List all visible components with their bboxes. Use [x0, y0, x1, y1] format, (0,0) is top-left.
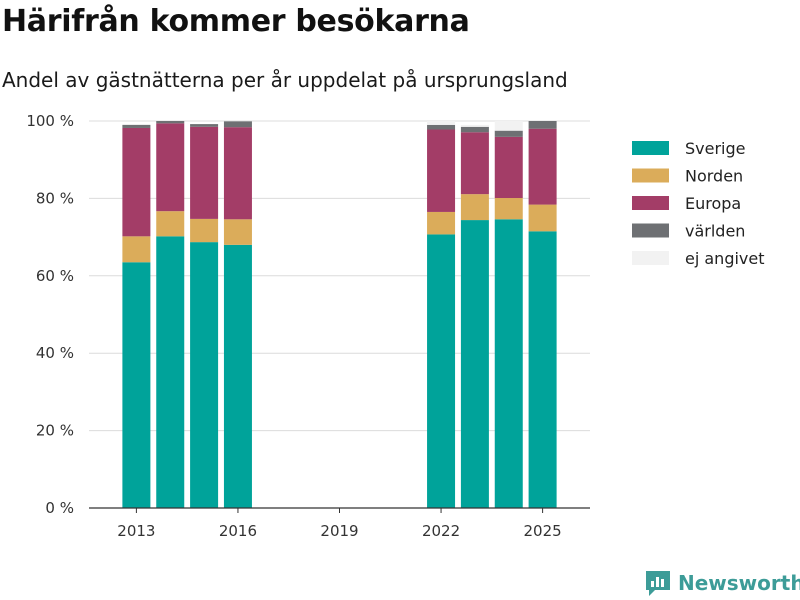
- bar-segment: [156, 123, 185, 212]
- x-tick-label: 2016: [219, 522, 257, 540]
- legend-swatch: [632, 196, 669, 210]
- bar-segment: [223, 127, 252, 220]
- bar-segment: [494, 198, 523, 220]
- bar-segment: [122, 127, 151, 237]
- bar-segment: [427, 211, 456, 235]
- bar-segment: [528, 204, 557, 232]
- bar-segment: [494, 130, 523, 137]
- bar-segment: [528, 231, 557, 509]
- chart-title: Härifrån kommer besökarna: [2, 4, 470, 39]
- legend-swatch: [632, 141, 669, 155]
- x-tick-label: 2025: [524, 522, 562, 540]
- bar-segment: [122, 236, 151, 263]
- x-tick-label: 2019: [320, 522, 358, 540]
- legend-label: världen: [685, 222, 745, 241]
- bar-segment: [427, 129, 456, 212]
- bar-segment: [223, 219, 252, 245]
- y-tick-label: 60 %: [36, 267, 74, 285]
- bar-segment: [190, 126, 219, 219]
- bar-segment: [460, 126, 489, 133]
- bar-segment: [156, 236, 185, 509]
- bar-segment: [460, 124, 489, 127]
- x-tick-label: 2022: [422, 522, 460, 540]
- bar-segment: [460, 220, 489, 508]
- bar-segment: [427, 124, 456, 130]
- bars: [122, 121, 557, 509]
- legend-label: ej angivet: [685, 249, 765, 268]
- legend-label: Europa: [685, 194, 741, 213]
- bar-segment: [190, 242, 219, 509]
- bar-segment: [494, 121, 523, 131]
- y-tick-label: 100 %: [26, 112, 74, 130]
- y-tick-label: 20 %: [36, 422, 74, 440]
- bar-segment: [190, 218, 219, 243]
- bar-segment: [494, 219, 523, 508]
- legend-swatch: [632, 223, 669, 238]
- bar-segment: [190, 124, 219, 127]
- bar-segment: [494, 136, 523, 199]
- legend-label: Norden: [685, 167, 743, 186]
- bar-segment: [460, 194, 489, 221]
- bar-segment: [460, 132, 489, 195]
- brand-name: Newsworthy: [678, 571, 800, 595]
- axes: 0 % 20 % 40 % 60 % 80 % 100 % 2013 2016 2019 2022…: [26, 112, 590, 540]
- bar-segment: [223, 121, 252, 128]
- bar-segment: [427, 234, 456, 509]
- legend-swatch: [632, 251, 669, 265]
- bar-segment: [223, 244, 252, 508]
- legend-label: Sverige: [685, 139, 746, 158]
- y-tick-label: 0 %: [45, 499, 74, 517]
- bar-segment: [156, 211, 185, 237]
- newsworthy-icon: [646, 571, 670, 596]
- chart-subtitle: Andel av gästnätterna per år uppdelat på…: [2, 68, 568, 92]
- bar-segment: [427, 121, 456, 125]
- legend: Sverige Norden Europa världen ej angivet: [632, 139, 765, 268]
- bar-segment: [528, 121, 557, 129]
- y-tick-label: 40 %: [36, 344, 74, 362]
- bar-segment: [156, 121, 185, 124]
- bar-segment: [122, 262, 151, 508]
- bar-segment: [528, 128, 557, 205]
- legend-swatch: [632, 168, 669, 183]
- bar-segment: [122, 124, 151, 128]
- brand-logo: Newsworthy: [644, 568, 800, 598]
- y-tick-label: 80 %: [36, 189, 74, 207]
- x-tick-label: 2013: [117, 522, 155, 540]
